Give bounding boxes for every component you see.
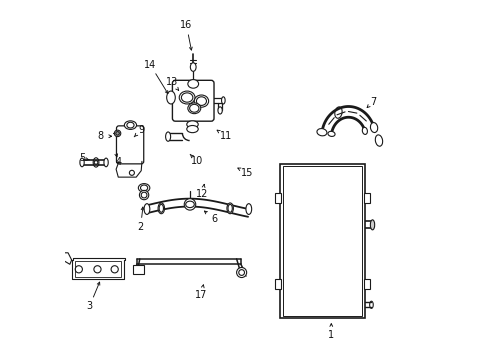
Text: 3: 3 [86,301,92,311]
Text: 15: 15 [241,168,253,178]
Bar [74,261,121,277]
Text: 8: 8 [97,131,103,141]
Text: 11: 11 [219,131,231,141]
Bar [363,193,369,203]
FancyBboxPatch shape [116,126,143,164]
Text: 13: 13 [165,77,178,87]
Ellipse shape [80,158,84,167]
Ellipse shape [166,91,175,104]
Ellipse shape [138,184,149,192]
Text: 6: 6 [210,214,217,224]
Ellipse shape [221,97,224,104]
Ellipse shape [158,203,164,214]
Circle shape [139,190,148,200]
Ellipse shape [190,63,196,71]
FancyBboxPatch shape [172,80,214,121]
Ellipse shape [186,121,198,128]
Text: 2: 2 [137,222,143,232]
Bar [283,166,361,316]
Ellipse shape [245,204,251,215]
Text: 16: 16 [180,20,192,30]
Text: 10: 10 [191,156,203,166]
Bar [363,279,369,289]
Text: 9: 9 [138,125,144,135]
Ellipse shape [187,80,198,88]
Ellipse shape [124,121,136,130]
Bar [275,279,281,289]
Ellipse shape [327,131,334,136]
Text: 5: 5 [79,153,85,163]
Ellipse shape [218,107,222,114]
Ellipse shape [226,203,233,214]
Text: 4: 4 [115,157,121,167]
Ellipse shape [369,220,374,230]
Text: 14: 14 [144,60,156,70]
Text: 17: 17 [194,291,206,301]
Ellipse shape [165,132,170,141]
Bar [280,164,364,318]
Polygon shape [72,258,124,279]
Ellipse shape [186,126,198,133]
Ellipse shape [104,158,108,167]
Text: 12: 12 [196,189,208,199]
Circle shape [116,132,119,135]
Polygon shape [63,253,72,264]
Ellipse shape [370,122,377,132]
Text: 1: 1 [327,330,334,340]
Polygon shape [116,161,142,177]
Text: 7: 7 [369,97,375,107]
Ellipse shape [194,95,208,107]
Ellipse shape [144,204,149,215]
Bar [133,265,144,274]
Bar [275,193,281,203]
Ellipse shape [179,91,195,104]
Ellipse shape [362,127,366,134]
Circle shape [236,267,246,278]
Ellipse shape [316,129,326,136]
Ellipse shape [187,103,201,114]
Circle shape [184,199,195,210]
Circle shape [114,130,121,136]
